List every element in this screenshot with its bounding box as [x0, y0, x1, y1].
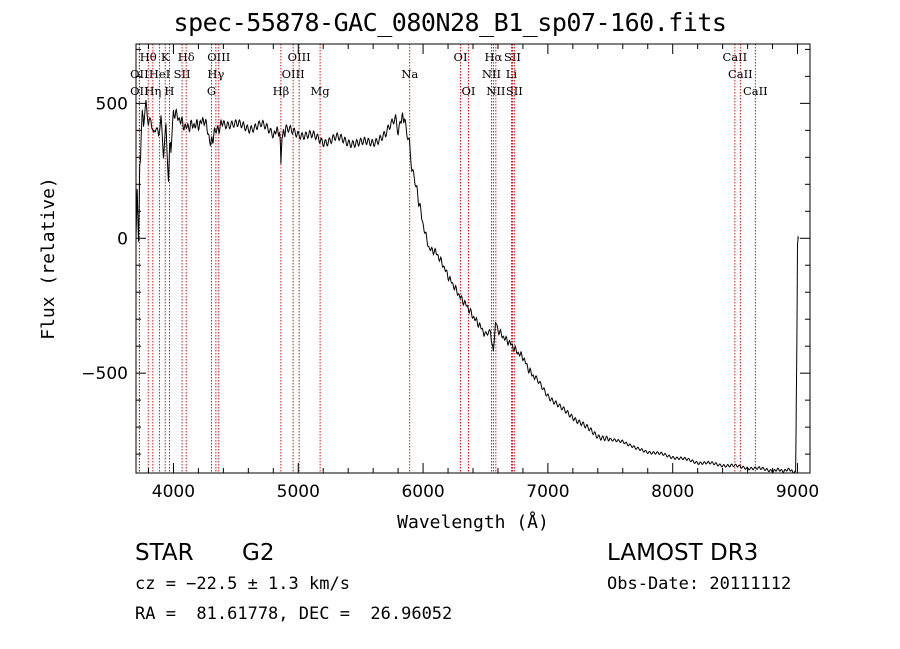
spectral-line-label: HeI: [149, 67, 170, 81]
spectral-line-label: NII: [486, 84, 505, 98]
spectral-line-label: CaII: [743, 84, 768, 98]
spectral-line-label: Hη: [144, 84, 161, 98]
spectral-line-label: Hα: [484, 50, 502, 64]
spectral-line-label: Hθ: [140, 50, 157, 64]
spectral-line-label: SII: [506, 84, 523, 98]
spectral-line-label: Mg: [311, 84, 331, 98]
y-tick-label: 500: [96, 94, 128, 114]
plot-frame: [135, 43, 811, 474]
spectral-line-label: Hδ: [178, 50, 195, 64]
spectral-line-label: H: [164, 84, 174, 98]
chart-title: spec-55878-GAC_080N28_B1_sp07-160.fits: [173, 8, 727, 37]
spectral-line-label: OIII: [282, 67, 305, 81]
spectral-line-label: OII: [130, 84, 149, 98]
spectral-line-label: OI: [462, 84, 476, 98]
spectral-line-label: Li: [506, 67, 518, 81]
redshift-text: cz = −22.5 ± 1.3 km/s: [135, 574, 350, 594]
x-tick-label: 7000: [526, 482, 569, 502]
x-tick-label: 9000: [776, 482, 819, 502]
spectral-line-label: G: [207, 84, 216, 98]
x-tick-label: 5000: [277, 482, 320, 502]
spectral-line-label: CaII: [722, 50, 747, 64]
x-axis-label: Wavelength (Å): [397, 511, 549, 533]
spectral-line-label: SII: [504, 50, 521, 64]
coordinates-text: RA = 81.61778, DEC = 26.96052: [135, 604, 453, 624]
spectral-line-label: OI: [454, 50, 468, 64]
spectral-line-label: OIII: [207, 50, 230, 64]
y-axis-label: Flux (relative): [38, 177, 59, 340]
spectral-line-label: Na: [401, 67, 418, 81]
obs-date-text: Obs-Date: 20111112: [607, 574, 792, 594]
object-subclass: G2: [242, 540, 275, 566]
x-tick-label: 8000: [651, 482, 694, 502]
survey-label: LAMOST DR3: [607, 540, 759, 566]
spectral-line-label: CaII: [728, 67, 753, 81]
x-tick-label: 4000: [152, 482, 195, 502]
spectral-line-label: Hγ: [207, 67, 224, 81]
y-tick-label: 0: [117, 229, 128, 249]
spectral-line-label: K: [161, 50, 170, 64]
y-tick-label: −500: [81, 364, 128, 384]
spectral-line-label: SII: [174, 67, 191, 81]
spectrum-line: [136, 100, 800, 473]
spectral-line-label: NII: [482, 67, 501, 81]
object-class: STAR: [135, 540, 194, 566]
spectral-line-label: OIII: [288, 50, 311, 64]
x-tick-label: 6000: [401, 482, 444, 502]
spectral-line-label: Hβ: [273, 84, 290, 98]
